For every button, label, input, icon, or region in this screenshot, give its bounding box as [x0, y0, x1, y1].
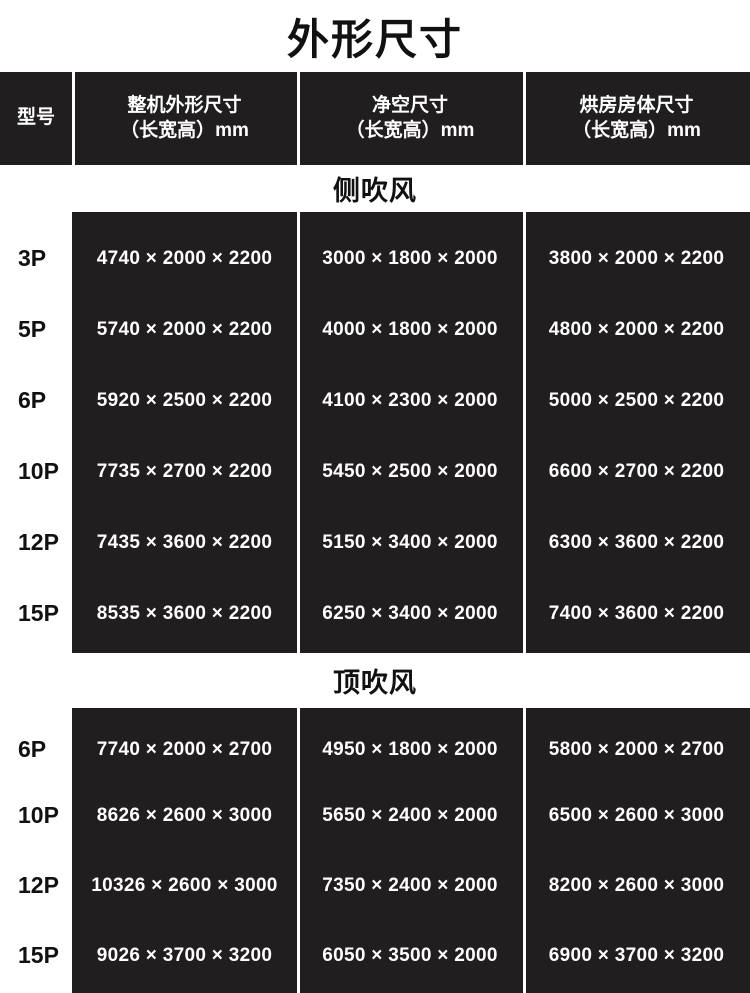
column-divider-1 — [297, 212, 300, 653]
row-overall: 9026 × 3700 × 3200 — [96, 944, 273, 966]
row-overall: 5740 × 2000 × 2200 — [96, 318, 273, 340]
row-overall: 8626 × 2600 × 3000 — [96, 804, 273, 826]
header-cell-clearance-dimensions: 净空尺寸 （长宽高）mm — [297, 72, 523, 165]
column-divider-1 — [297, 708, 300, 993]
header-cell-dryroom-dimensions: 烘房房体尺寸 （长宽高）mm — [523, 72, 750, 165]
row-clearance: 5650 × 2400 × 2000 — [322, 804, 498, 826]
row-overall: 4740 × 2000 × 2200 — [96, 247, 273, 269]
section-dark-panel — [72, 212, 750, 653]
section-body-side-blowing: 3P 4740 × 2000 × 2200 3000 × 1800 × 2000… — [0, 212, 750, 653]
row-clearance: 7350 × 2400 × 2000 — [322, 874, 498, 896]
row-clearance: 6050 × 3500 × 2000 — [322, 944, 498, 966]
row-dryroom: 5000 × 2500 × 2200 — [548, 389, 725, 411]
row-model: 10P — [18, 458, 59, 484]
row-clearance: 3000 × 1800 × 2000 — [322, 247, 498, 269]
row-overall: 5920 × 2500 × 2200 — [96, 389, 273, 411]
row-model: 15P — [18, 942, 59, 968]
header-clearance-line1: 净空尺寸 — [371, 95, 448, 117]
row-dryroom: 6600 × 2700 × 2200 — [548, 460, 725, 482]
row-model: 12P — [18, 529, 59, 555]
header-cell-model: 型号 — [16, 107, 55, 129]
table-row: 15P 8535 × 3600 × 2200 6250 × 3400 × 200… — [0, 578, 750, 649]
row-clearance: 6250 × 3400 × 2000 — [322, 602, 498, 624]
table-row: 10P 7735 × 2700 × 2200 5450 × 2500 × 200… — [0, 436, 750, 507]
header-overall-line1: 整机外形尺寸 — [127, 95, 242, 117]
row-dryroom: 3800 × 2000 × 2200 — [548, 247, 725, 269]
column-divider-2 — [523, 708, 526, 993]
header-clearance-line2: （长宽高）mm — [345, 119, 475, 141]
header-overall-line2: （长宽高）mm — [120, 119, 249, 141]
table-row: 12P 7435 × 3600 × 2200 5150 × 3400 × 200… — [0, 507, 750, 578]
table-header-row: 型号 整机外形尺寸 （长宽高）mm 净空尺寸 （长宽高）mm 烘房房体尺寸 （长… — [0, 72, 750, 165]
row-model: 10P — [18, 802, 59, 828]
row-dryroom: 5800 × 2000 × 2700 — [548, 738, 725, 760]
row-model: 5P — [18, 316, 47, 342]
row-clearance: 5150 × 3400 × 2000 — [322, 531, 498, 553]
row-dryroom: 4800 × 2000 × 2200 — [548, 318, 725, 340]
page-title: 外形尺寸 — [286, 15, 463, 63]
row-dryroom: 6900 × 3700 × 3200 — [548, 944, 725, 966]
row-clearance: 4100 × 2300 × 2000 — [322, 389, 498, 411]
row-model: 12P — [18, 872, 59, 898]
row-dryroom: 6300 × 3600 × 2200 — [548, 531, 725, 553]
section-title-side-blowing: 侧吹风 — [0, 165, 750, 212]
column-divider-2 — [523, 212, 526, 653]
row-dryroom: 8200 × 2600 × 3000 — [548, 874, 725, 896]
row-clearance: 4000 × 1800 × 2000 — [322, 318, 498, 340]
table-row: 12P 10326 × 2600 × 3000 7350 × 2400 × 20… — [0, 850, 750, 921]
row-model: 6P — [18, 736, 47, 762]
table-row: 10P 8626 × 2600 × 3000 5650 × 2400 × 200… — [0, 780, 750, 851]
row-clearance: 4950 × 1800 × 2000 — [322, 738, 498, 760]
header-cell-overall-dimensions: 整机外形尺寸 （长宽高）mm — [72, 72, 297, 165]
table-row: 15P 9026 × 3700 × 3200 6050 × 3500 × 200… — [0, 920, 750, 991]
row-overall: 8535 × 3600 × 2200 — [96, 602, 273, 624]
table-row: 6P 7740 × 2000 × 2700 4950 × 1800 × 2000… — [0, 714, 750, 785]
row-model: 6P — [18, 387, 47, 413]
row-overall: 10326 × 2600 × 3000 — [91, 874, 278, 896]
row-dryroom: 6500 × 2600 × 3000 — [548, 804, 725, 826]
row-model: 3P — [18, 245, 47, 271]
section-body-top-blowing: 6P 7740 × 2000 × 2700 4950 × 1800 × 2000… — [0, 708, 750, 993]
table-row: 3P 4740 × 2000 × 2200 3000 × 1800 × 2000… — [0, 223, 750, 294]
row-overall: 7735 × 2700 × 2200 — [96, 460, 273, 482]
row-overall: 7435 × 3600 × 2200 — [96, 531, 273, 553]
table-row: 6P 5920 × 2500 × 2200 4100 × 2300 × 2000… — [0, 365, 750, 436]
table-row: 5P 5740 × 2000 × 2200 4000 × 1800 × 2000… — [0, 294, 750, 365]
header-dryroom-line2: （长宽高）mm — [572, 119, 701, 141]
row-overall: 7740 × 2000 × 2700 — [96, 738, 273, 760]
row-model: 15P — [18, 600, 59, 626]
row-dryroom: 7400 × 3600 × 2200 — [548, 602, 725, 624]
header-dryroom-line1: 烘房房体尺寸 — [579, 95, 694, 117]
row-clearance: 5450 × 2500 × 2000 — [322, 460, 498, 482]
section-dark-panel — [72, 708, 750, 993]
section-title-top-blowing: 顶吹风 — [0, 653, 750, 708]
